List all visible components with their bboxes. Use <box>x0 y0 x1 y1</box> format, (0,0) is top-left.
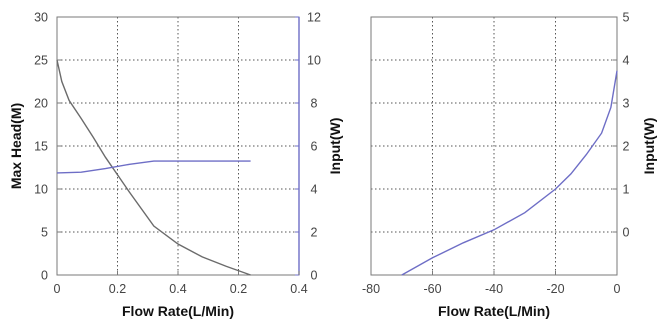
x-tick-label: -20 <box>546 282 564 296</box>
left-series <box>56 59 251 276</box>
left-chart: 0 5 10 15 20 25 30 0 2 4 6 8 10 12 0 0.2 0.4 0.2 0.4 Flo… <box>8 11 343 320</box>
y2-tick-label: 10 <box>307 54 321 68</box>
left-gridlines <box>57 17 299 275</box>
x-tick-label: 0.2 <box>230 282 247 296</box>
y2-tick-label: 2 <box>311 226 318 240</box>
right-x-axis-label: Flow Rate(L/Min) <box>438 303 550 319</box>
x-tick-label: 0.4 <box>169 282 186 296</box>
y2-tick-label: 12 <box>307 11 321 25</box>
right-y2-ticks: 0 1 2 3 4 5 <box>613 11 630 240</box>
left-x-ticks: 0 0.2 0.4 0.2 0.4 <box>54 271 308 296</box>
y-tick-label: 0 <box>41 269 48 283</box>
y-tick-label: 10 <box>34 183 48 197</box>
y-tick-label: 5 <box>41 226 48 240</box>
x-tick-label: 0 <box>54 282 61 296</box>
left-y-axis-label: Max Head(M) <box>8 103 24 189</box>
left-y2-axis-label: Input(W) <box>327 118 343 175</box>
right-gridlines <box>371 17 617 275</box>
x-tick-label: 0.4 <box>290 282 307 296</box>
input-curve <box>56 160 251 174</box>
y2-tick-label: 3 <box>623 97 630 111</box>
x-tick-label: -80 <box>362 282 380 296</box>
right-series <box>401 70 618 276</box>
y2-tick-label: 4 <box>311 183 318 197</box>
left-y2-ticks: 0 2 4 6 8 10 12 <box>295 11 321 283</box>
x-tick-label: 0.2 <box>109 282 126 296</box>
y2-tick-label: 0 <box>311 269 318 283</box>
y2-tick-label: 4 <box>623 54 630 68</box>
y2-tick-label: 6 <box>311 140 318 154</box>
right-chart: 0 1 2 3 4 5 -80 -60 -40 -20 0 Flow Rate(L/Min) In… <box>362 11 657 320</box>
x-tick-label: -60 <box>423 282 441 296</box>
right-y2-axis-label: Input(W) <box>641 118 657 175</box>
y-tick-label: 20 <box>34 97 48 111</box>
left-y-ticks: 0 5 10 15 20 25 30 <box>34 11 61 283</box>
y-tick-label: 30 <box>34 11 48 25</box>
x-tick-label: -40 <box>485 282 503 296</box>
y2-tick-label: 5 <box>623 11 630 25</box>
y2-tick-label: 0 <box>623 226 630 240</box>
x-tick-label: 0 <box>614 282 621 296</box>
y2-tick-label: 2 <box>623 140 630 154</box>
left-x-axis-label: Flow Rate(L/Min) <box>122 303 234 319</box>
y-tick-label: 25 <box>34 54 48 68</box>
y2-tick-label: 1 <box>623 183 630 197</box>
y2-tick-label: 8 <box>311 97 318 111</box>
head-curve <box>56 59 251 276</box>
right-x-ticks: -80 -60 -40 -20 0 <box>362 271 621 296</box>
y-tick-label: 15 <box>34 140 48 154</box>
input-curve <box>401 70 618 276</box>
